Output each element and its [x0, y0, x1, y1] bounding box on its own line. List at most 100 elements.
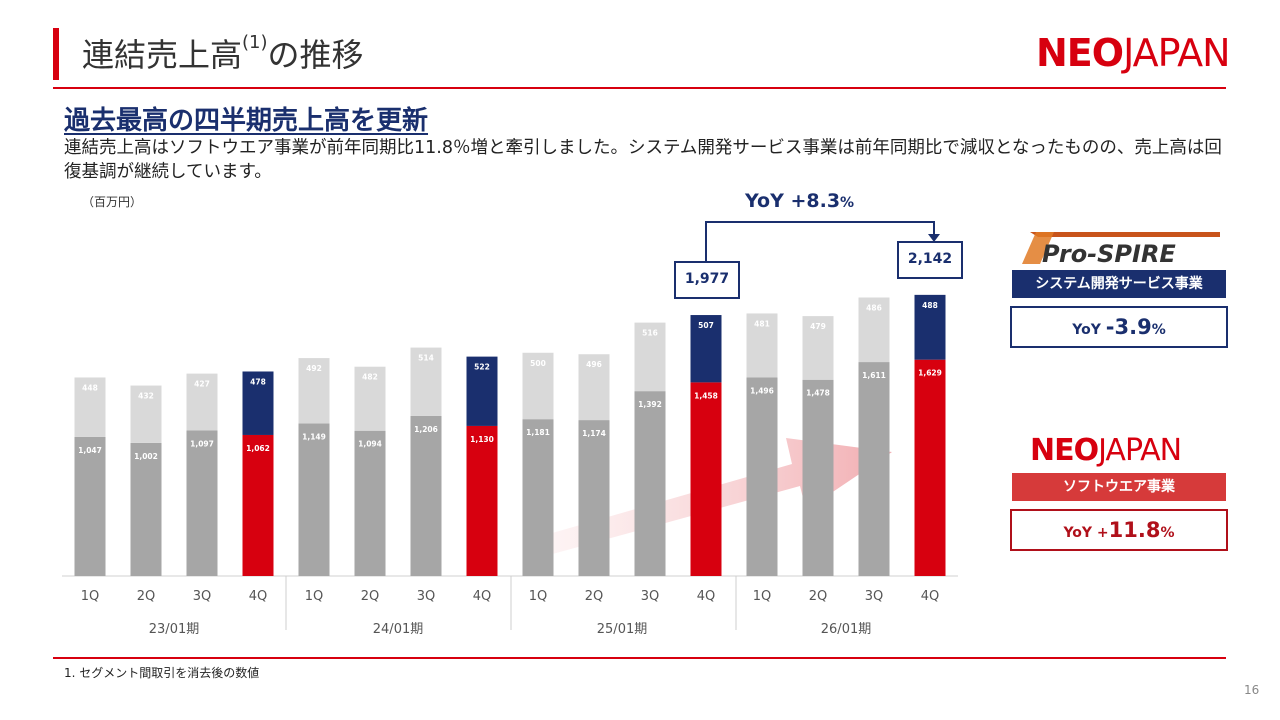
- bar-sysdev: [522, 352, 554, 420]
- unit-label: （百万円）: [82, 195, 143, 209]
- bar-sysdev: [858, 297, 890, 363]
- bar-sysdev: [466, 356, 498, 426]
- bar-sysdev: [242, 371, 274, 435]
- prospire-yoy-box: YoY -3.9%: [1010, 306, 1228, 348]
- bar-sysdev: [74, 377, 106, 437]
- x-tick-label: 3Q: [193, 589, 212, 604]
- x-group-label: 26/01期: [821, 622, 871, 637]
- x-tick-label: 4Q: [697, 589, 716, 604]
- bar-software: [354, 430, 386, 576]
- bar-sysdev: [634, 322, 666, 392]
- x-tick-label: 4Q: [921, 589, 940, 604]
- bar-label-software: 1,496: [750, 386, 774, 395]
- bar-label-software: 1,047: [78, 446, 102, 455]
- bar-label-sysdev: 479: [810, 322, 826, 331]
- bar-sysdev: [746, 313, 778, 378]
- bar-label-sysdev: 478: [250, 377, 266, 386]
- prospire-logo: Pro-SPIRE: [1022, 232, 1220, 268]
- bar-label-sysdev: 522: [474, 363, 490, 372]
- bar-software: [466, 425, 498, 576]
- bar-label-sysdev: 488: [922, 301, 938, 310]
- bar-label-software: 1,094: [358, 440, 382, 449]
- bar-sysdev: [410, 347, 442, 416]
- x-tick-label: 4Q: [249, 589, 268, 604]
- bar-sysdev: [578, 354, 610, 421]
- bar-sysdev: [354, 366, 386, 431]
- bar-label-sysdev: 448: [82, 383, 98, 392]
- yoy-connector-line: [705, 221, 935, 262]
- bar-sysdev: [130, 385, 162, 443]
- bar-label-software: 1,097: [190, 439, 214, 448]
- bar-software: [242, 434, 274, 576]
- bar-label-sysdev: 507: [698, 321, 714, 330]
- bar-label-software: 1,174: [582, 429, 606, 438]
- total-callout-current: 2,142: [897, 241, 963, 279]
- yoy-connector-arrowhead: [928, 234, 940, 242]
- bar-software: [914, 359, 946, 576]
- bar-label-sysdev: 514: [418, 354, 434, 363]
- neojapan-segment-logo: NEOJAPAN: [1030, 433, 1182, 468]
- prospire-segment-band: システム開発サービス事業: [1012, 270, 1226, 298]
- bar-label-sysdev: 486: [866, 304, 882, 313]
- bar-sysdev: [186, 373, 218, 431]
- footer-divider: [53, 657, 1226, 659]
- bar-sysdev: [298, 358, 330, 424]
- bar-label-software: 1,062: [246, 444, 270, 453]
- x-tick-label: 2Q: [137, 589, 156, 604]
- bar-label-sysdev: 482: [362, 373, 378, 382]
- total-yoy-label: YoY +8.3%: [745, 190, 855, 212]
- x-tick-label: 1Q: [529, 589, 548, 604]
- title-accent-bar: [53, 28, 59, 80]
- x-tick-label: 2Q: [809, 589, 828, 604]
- page-title: 連結売上高(1)の推移: [82, 32, 364, 74]
- bar-label-sysdev: 516: [642, 329, 658, 338]
- bar-label-software: 1,629: [918, 369, 942, 378]
- title-divider: [53, 87, 1226, 89]
- x-tick-label: 3Q: [865, 589, 884, 604]
- bar-label-sysdev: 432: [138, 392, 154, 401]
- x-group-label: 23/01期: [149, 622, 199, 637]
- bar-software: [634, 391, 666, 576]
- bar-label-software: 1,002: [134, 452, 158, 461]
- bar-label-sysdev: 427: [194, 380, 210, 389]
- bar-sysdev: [914, 294, 946, 360]
- bar-software: [690, 382, 722, 576]
- x-group-label: 25/01期: [597, 622, 647, 637]
- bar-software: [522, 419, 554, 576]
- neojapan-yoy-box: YoY +11.8%: [1010, 509, 1228, 551]
- bar-label-software: 1,458: [694, 391, 718, 400]
- bar-label-software: 1,478: [806, 389, 830, 398]
- x-group-label: 24/01期: [373, 622, 423, 637]
- x-tick-label: 3Q: [417, 589, 436, 604]
- bar-software: [578, 420, 610, 576]
- bar-label-sysdev: 492: [306, 364, 322, 373]
- title-footnote-mark: (1): [242, 32, 268, 53]
- neojapan-logo: NEOJAPAN: [1036, 31, 1231, 75]
- x-tick-label: 4Q: [473, 589, 492, 604]
- bar-label-sysdev: 496: [586, 360, 602, 369]
- footnote: 1. セグメント間取引を消去後の数値: [64, 666, 260, 680]
- bar-software: [802, 379, 834, 576]
- bar-label-software: 1,181: [526, 428, 550, 437]
- bar-sysdev: [802, 316, 834, 380]
- page-number: 16: [1244, 683, 1260, 697]
- bar-software: [186, 430, 218, 576]
- description-text: 連結売上高はソフトウエア事業が前年同期比11.8％増と牽引しました。システム開発…: [64, 138, 1222, 182]
- bar-label-software: 1,206: [414, 425, 438, 434]
- svg-text:Pro-SPIRE: Pro-SPIRE: [1042, 240, 1176, 268]
- x-tick-label: 3Q: [641, 589, 660, 604]
- x-tick-label: 1Q: [305, 589, 324, 604]
- bar-label-software: 1,611: [862, 371, 886, 380]
- bar-software: [298, 423, 330, 576]
- bar-software: [130, 442, 162, 576]
- headline: 過去最高の四半期売上高を更新: [64, 106, 429, 136]
- bar-software: [74, 436, 106, 576]
- bar-software: [410, 415, 442, 576]
- x-tick-label: 2Q: [361, 589, 380, 604]
- bar-label-sysdev: 500: [530, 359, 546, 368]
- bar-software: [858, 362, 890, 576]
- bar-software: [746, 377, 778, 576]
- x-tick-label: 1Q: [81, 589, 100, 604]
- total-callout-prev: 1,977: [674, 261, 740, 299]
